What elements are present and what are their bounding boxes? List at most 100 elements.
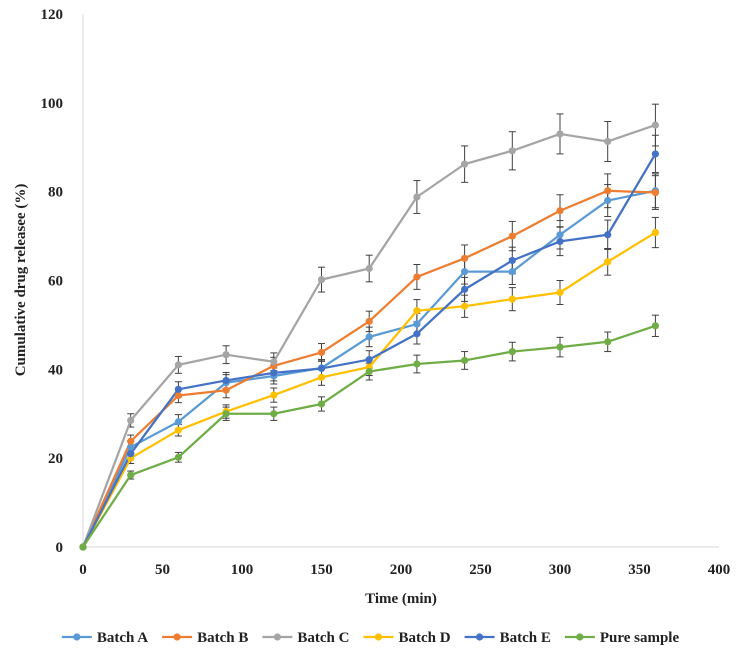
legend-item-batch-d: Batch D [363, 630, 451, 646]
data-point-batch-b [174, 391, 182, 400]
legend-item-batch-a: Batch A [61, 630, 148, 646]
y-tick-label: 120 [41, 7, 64, 23]
data-point-batch-a [508, 268, 516, 276]
y-tick-label: 0 [56, 540, 64, 556]
data-point-pure-sample [556, 343, 564, 351]
y-tick-label: 60 [48, 274, 63, 290]
data-point-batch-c [222, 351, 230, 359]
legend-swatch-marker [273, 633, 281, 641]
data-point-batch-b [604, 187, 612, 195]
y-tick-label: 20 [48, 451, 63, 467]
data-point-pure-sample [461, 356, 469, 365]
data-point-batch-a [365, 333, 373, 341]
data-point-batch-b [461, 254, 469, 262]
x-axis-title: Time (min) [365, 591, 437, 607]
y-tick-label: 40 [48, 362, 63, 378]
data-point-batch-a [174, 418, 182, 426]
data-point-pure-sample [79, 543, 87, 551]
legend-label: Batch D [398, 630, 450, 646]
data-point-batch-b [651, 188, 660, 197]
x-tick-label: 150 [310, 562, 333, 578]
legend-swatch-marker [73, 633, 81, 641]
data-point-batch-d [604, 258, 612, 266]
data-point-batch-c [270, 358, 278, 366]
data-point-batch-c [651, 121, 660, 129]
x-tick-label: 350 [628, 562, 651, 578]
data-point-batch-b [127, 437, 135, 445]
data-point-batch-a [604, 196, 612, 205]
data-point-batch-b [413, 273, 421, 281]
data-point-pure-sample [651, 322, 660, 330]
data-point-batch-d [651, 228, 660, 237]
error-bars [127, 103, 659, 480]
data-point-pure-sample [413, 360, 421, 368]
legend-swatch-marker [475, 633, 484, 641]
data-point-batch-e [508, 256, 516, 265]
x-tick-label: 100 [231, 562, 254, 578]
y-axis-title: Cumulative drug releasee (%) [13, 184, 29, 377]
data-points [79, 121, 660, 551]
data-point-batch-d [413, 307, 421, 315]
legend-swatch-marker [374, 633, 383, 641]
data-point-batch-c [174, 361, 182, 369]
x-tick-label: 200 [390, 562, 413, 578]
legend-label: Batch A [97, 630, 148, 646]
data-point-batch-e [413, 330, 421, 338]
data-point-pure-sample [365, 367, 373, 376]
data-point-batch-b [508, 232, 516, 240]
data-point-pure-sample [127, 471, 135, 479]
data-point-batch-c [317, 276, 326, 284]
data-point-batch-e [127, 450, 135, 458]
data-point-batch-e [365, 355, 373, 364]
data-point-batch-d [461, 302, 469, 310]
data-point-batch-c [604, 137, 612, 146]
data-point-pure-sample [174, 453, 182, 461]
data-point-batch-a [461, 268, 469, 276]
data-point-pure-sample [270, 410, 278, 418]
x-tick-label: 300 [549, 562, 572, 578]
x-tick-label: 400 [708, 562, 731, 578]
x-tick-label: 50 [155, 562, 170, 578]
data-point-batch-e [461, 285, 469, 293]
data-point-batch-a [127, 443, 135, 451]
x-tick-label: 250 [469, 562, 492, 578]
data-point-batch-d [317, 373, 326, 381]
data-point-batch-e [270, 369, 278, 377]
data-point-batch-c [127, 416, 135, 425]
legend-label: Batch E [500, 630, 551, 646]
data-point-batch-b [556, 207, 564, 215]
data-point-batch-e [222, 376, 230, 385]
data-point-batch-e [317, 364, 326, 373]
data-point-batch-b [365, 317, 373, 325]
data-point-pure-sample [508, 347, 516, 356]
data-point-batch-c [508, 147, 516, 155]
y-tick-label: 100 [41, 96, 64, 112]
legend-item-batch-b: Batch B [162, 630, 248, 646]
data-point-pure-sample [317, 400, 326, 408]
data-point-batch-b [222, 386, 230, 394]
legend-label: Pure sample [600, 630, 680, 646]
legend-item-pure-sample: Pure sample [564, 630, 680, 646]
data-point-batch-d [270, 391, 278, 399]
x-tick-label: 0 [79, 562, 87, 578]
legend: Batch A Batch B Batch C Batch D Batch E Pure … [61, 630, 680, 646]
y-tick-labels: 0 20 40 60 80 100 120 [41, 7, 64, 556]
data-point-batch-e [604, 231, 612, 239]
y-tick-label: 80 [48, 185, 63, 201]
data-point-batch-d [508, 295, 516, 303]
data-point-batch-c [556, 130, 564, 138]
data-point-batch-e [651, 150, 660, 158]
x-tick-labels: 0 50 100 150 200 250 300 350 400 [79, 562, 730, 578]
legend-swatch-marker [576, 633, 584, 641]
axes [82, 14, 719, 548]
legend-item-batch-c: Batch C [262, 630, 349, 646]
data-point-pure-sample [604, 338, 612, 346]
data-point-batch-d [174, 426, 182, 434]
data-point-batch-c [461, 160, 469, 168]
data-point-batch-d [556, 288, 564, 297]
data-point-batch-e [174, 385, 182, 393]
data-point-batch-a [556, 231, 564, 239]
data-point-batch-c [413, 193, 421, 201]
